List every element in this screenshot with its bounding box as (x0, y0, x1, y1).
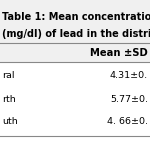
Bar (0, 0, 150, 43)
Text: rth: rth (2, 94, 16, 103)
Text: Table 1: Mean concentration: Table 1: Mean concentration (2, 12, 150, 22)
Text: Mean ±SD: Mean ±SD (90, 48, 148, 58)
Text: uth: uth (2, 117, 18, 126)
Text: 4.31±0.: 4.31±0. (110, 72, 148, 81)
Text: ral: ral (2, 72, 15, 81)
Text: 4. 66±0.: 4. 66±0. (107, 117, 148, 126)
Bar (0, 62, 150, 136)
Text: 5.77±0.: 5.77±0. (110, 94, 148, 103)
Bar (0, 43, 150, 62)
Text: (mg/dl) of lead in the districts: (mg/dl) of lead in the districts (2, 29, 150, 39)
